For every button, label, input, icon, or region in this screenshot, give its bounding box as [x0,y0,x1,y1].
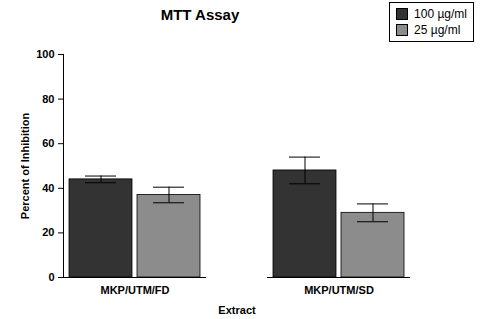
html-text:MTT Assay: MTT Assay [160,6,240,23]
html-text:100 µg/ml: 100 µg/ml [414,7,467,21]
svg-text:100: 100 [36,48,54,60]
svg-text:0: 0 [48,271,54,283]
svg-text:Percent of Inhibition: Percent of Inhibition [19,113,31,220]
svg-text:60: 60 [42,137,54,149]
svg-text:MKP/UTM/FD: MKP/UTM/FD [100,284,169,296]
html-text:25 µg/ml: 25 µg/ml [414,23,461,37]
svg-text:20: 20 [42,226,54,238]
svg-text:40: 40 [42,182,54,194]
svg-text:Extract: Extract [218,304,256,316]
svg-text:MKP/UTM/SD: MKP/UTM/SD [304,284,374,296]
svg-text:80: 80 [42,93,54,105]
